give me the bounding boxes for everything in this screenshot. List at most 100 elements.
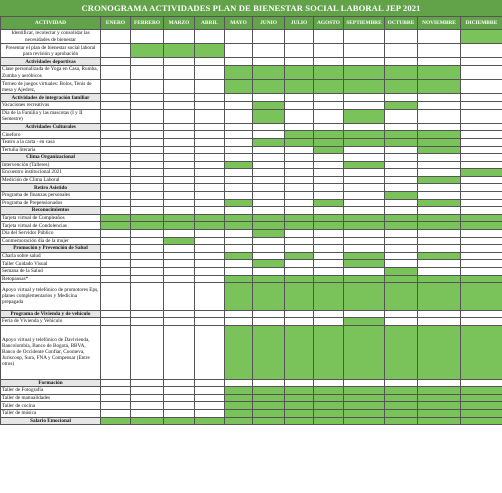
month-cell xyxy=(284,100,314,110)
month-cell xyxy=(417,229,461,238)
month-cell xyxy=(224,206,253,215)
month-cell xyxy=(284,108,314,124)
scheduled-month-cell xyxy=(252,324,285,380)
section-label: Reconocimientos xyxy=(0,206,101,215)
scheduled-month-cell xyxy=(163,43,195,59)
month-cell xyxy=(194,408,225,418)
month-cell xyxy=(194,145,225,155)
scheduled-month-cell xyxy=(417,79,461,95)
scheduled-month-cell xyxy=(163,416,195,426)
month-cell xyxy=(252,191,285,200)
scheduled-month-cell xyxy=(194,43,225,59)
month-cell xyxy=(194,130,225,139)
activity-row: Apoyo virtual y telefónico de promotores… xyxy=(0,282,502,311)
month-cell xyxy=(417,43,461,59)
scheduled-month-cell xyxy=(343,317,385,326)
scheduled-month-cell xyxy=(224,324,253,380)
month-cell xyxy=(163,100,195,110)
scheduled-month-cell xyxy=(252,259,285,268)
month-cell xyxy=(194,64,225,81)
scheduled-month-cell xyxy=(224,416,253,426)
month-cell xyxy=(194,137,225,147)
month-cell xyxy=(384,43,418,59)
scheduled-month-cell xyxy=(252,401,285,410)
month-cell xyxy=(284,153,314,162)
scheduled-month-cell xyxy=(343,259,385,268)
scheduled-month-cell xyxy=(284,393,314,403)
month-cell xyxy=(100,244,131,253)
section-row: Actividades deportivas xyxy=(0,57,502,66)
scheduled-month-cell xyxy=(417,324,461,380)
activity-label: Taller de manualidades xyxy=(0,393,101,403)
month-cell xyxy=(163,79,195,95)
month-cell xyxy=(194,93,225,102)
month-cell xyxy=(130,175,164,185)
scheduled-month-cell xyxy=(460,324,502,380)
month-cell xyxy=(313,317,344,326)
scheduled-month-cell xyxy=(417,274,461,284)
month-header-diciembre: DICIEMBRE xyxy=(460,16,502,30)
activity-row: Clase personalizada de Yoga en Casa, Rum… xyxy=(0,64,502,81)
activity-label: Medición de Clima Laboral xyxy=(0,175,101,185)
activity-row: Vacaciones recreativas xyxy=(0,100,502,110)
month-cell xyxy=(313,175,344,185)
month-header-julio: JULIO xyxy=(284,16,314,30)
scheduled-month-cell xyxy=(384,408,418,418)
month-cell xyxy=(384,122,418,132)
month-cell xyxy=(194,160,225,170)
activity-label: Tertulia literaria xyxy=(0,145,101,155)
month-cell xyxy=(130,378,164,388)
month-cell xyxy=(313,93,344,102)
month-cell xyxy=(163,108,195,124)
month-cell xyxy=(343,168,385,177)
month-cell xyxy=(224,236,253,246)
scheduled-month-cell xyxy=(284,251,314,261)
section-row: Actividades Culturales xyxy=(0,122,502,132)
month-cell xyxy=(194,251,225,261)
scheduled-month-cell xyxy=(194,213,225,223)
month-cell xyxy=(284,28,314,45)
scheduled-month-cell xyxy=(252,386,285,395)
activity-label: Presentar el plan de bienestar social la… xyxy=(0,43,101,59)
month-cell xyxy=(284,236,314,246)
scheduled-month-cell xyxy=(284,64,314,81)
month-cell xyxy=(384,317,418,326)
month-cell xyxy=(130,108,164,124)
month-cell xyxy=(384,229,418,238)
month-cell xyxy=(460,244,502,253)
scheduled-month-cell xyxy=(284,401,314,410)
month-cell xyxy=(313,28,344,45)
month-cell xyxy=(343,267,385,276)
month-cell xyxy=(100,153,131,162)
month-cell xyxy=(224,378,253,388)
month-cell xyxy=(384,309,418,319)
month-cell xyxy=(100,122,131,132)
month-header-septiembre: SEPTIEMBRE xyxy=(343,16,385,30)
scheduled-month-cell xyxy=(313,79,344,95)
scheduled-month-cell xyxy=(343,282,385,311)
month-cell xyxy=(100,175,131,185)
scheduled-month-cell xyxy=(224,251,253,261)
scheduled-month-cell xyxy=(313,130,344,139)
month-cell xyxy=(163,28,195,45)
scheduled-month-cell xyxy=(284,137,314,147)
section-row: Programa de Vivienda y de vehículo xyxy=(0,309,502,319)
section-label: Clima Organizacional xyxy=(0,153,101,162)
month-cell xyxy=(224,108,253,124)
month-cell xyxy=(460,251,502,261)
month-cell xyxy=(163,386,195,395)
activity-label: Conmemoración día de la mujer xyxy=(0,236,101,246)
activity-label: Día de la Familia y las mascotas (I y II… xyxy=(0,108,101,124)
month-cell xyxy=(224,145,253,155)
scheduled-month-cell xyxy=(417,282,461,311)
month-cell xyxy=(460,191,502,200)
month-cell xyxy=(252,145,285,155)
scheduled-month-cell xyxy=(284,221,314,231)
month-cell xyxy=(384,259,418,268)
month-cell xyxy=(384,168,418,177)
scheduled-month-cell xyxy=(224,160,253,170)
activity-label: Teatro a la carta - en casa xyxy=(0,137,101,147)
month-cell xyxy=(417,267,461,276)
scheduled-month-cell xyxy=(224,282,253,311)
month-cell xyxy=(460,108,502,124)
